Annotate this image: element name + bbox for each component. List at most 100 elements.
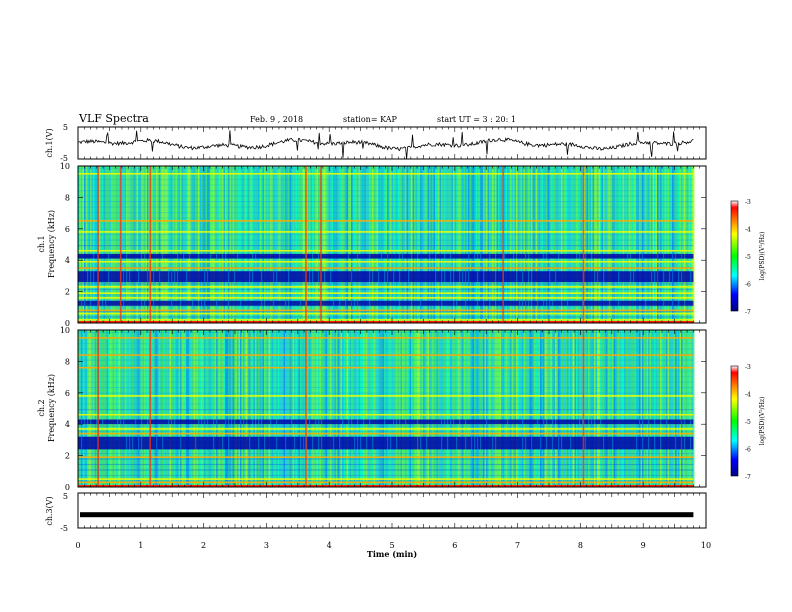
spectrogram-streak: [657, 271, 659, 283]
spectrogram-streak: [444, 271, 446, 283]
spectrogram-streak: [435, 271, 437, 283]
spectrogram-streak: [240, 419, 242, 425]
spectrogram-streak: [249, 330, 251, 487]
colorbar-tick-label: -7: [745, 309, 751, 316]
spectrogram-streak: [693, 419, 695, 425]
spectrogram-streak: [462, 166, 464, 323]
spectrogram-streak: [100, 166, 103, 323]
spectrogram-streak: [316, 166, 319, 323]
spectrogram-streak: [366, 166, 368, 323]
spectrogram-streak: [390, 436, 392, 450]
spectrogram-streak: [364, 330, 367, 487]
spectrogram-streak: [108, 253, 110, 259]
spectrogram-streak: [135, 419, 137, 425]
spectrogram-row: [78, 184, 694, 186]
spectrogram-streak: [246, 419, 248, 425]
spectrogram-streak: [520, 330, 523, 487]
spectrogram-streak: [222, 253, 224, 259]
spectrogram-streak: [474, 330, 476, 487]
spectrogram-streak: [693, 301, 695, 306]
spectrogram-bright-line: [78, 456, 694, 458]
spectrogram-streak: [631, 330, 634, 487]
spectrogram-streak: [591, 330, 593, 487]
spectrogram-streak: [184, 166, 187, 323]
spectrogram-streak: [517, 166, 520, 323]
spectrogram-streak: [241, 330, 244, 487]
spectrogram-streak: [427, 330, 430, 487]
spectrogram-streak: [321, 419, 323, 425]
spectrogram-streak: [186, 330, 188, 487]
spectrogram-streak: [352, 330, 355, 487]
spectrogram-streak: [429, 166, 431, 323]
spectrogram-streak: [478, 330, 481, 487]
spectrogram-streak: [168, 419, 170, 425]
spectrogram-streak: [508, 166, 511, 323]
spectrogram-streak: [549, 166, 551, 323]
spectrogram-streak: [330, 166, 332, 323]
spectrogram-streak: [267, 166, 269, 323]
x-tick-label: 8: [578, 541, 583, 550]
spectrogram-streak: [252, 253, 254, 259]
spectrogram-streak: [349, 166, 352, 323]
colorbar-tick-label: -3: [745, 199, 751, 206]
colorbar-tick-label: -6: [745, 282, 751, 289]
spectrogram-streak: [85, 166, 88, 323]
spectrogram-streak: [555, 330, 557, 487]
spectrogram-streak: [411, 166, 413, 323]
spectrogram-streak: [522, 419, 524, 425]
spectrogram-streak: [258, 436, 260, 450]
spectrogram-streak: [469, 166, 472, 323]
spectrogram-streak: [444, 419, 446, 425]
spectrogram-streak: [516, 253, 518, 259]
spectrogram-streak: [637, 330, 640, 487]
spectrogram-streak: [207, 271, 209, 283]
spectrogram-streak: [336, 330, 338, 487]
spectrogram-streak: [649, 166, 652, 323]
spectrogram-streak: [444, 166, 446, 323]
spectrogram-streak: [288, 271, 290, 283]
spectrogram-streak: [280, 330, 283, 487]
spectrogram-streak: [636, 330, 638, 487]
spectrogram-streak: [153, 271, 155, 283]
spectrogram-streak: [108, 330, 110, 487]
spectrogram-streak: [345, 301, 347, 306]
spectrogram-streak: [384, 330, 386, 487]
spectrogram-streak: [310, 166, 313, 323]
spectrogram-streak: [522, 166, 524, 323]
spectrogram-streak: [462, 330, 464, 487]
spectrogram-streak: [588, 419, 590, 425]
spectrogram-streak: [526, 330, 529, 487]
spectrogram-streak: [271, 166, 274, 323]
spectrogram-streak: [106, 166, 109, 323]
spectrogram-streak: [408, 166, 410, 323]
spectrogram-streak: [390, 330, 392, 487]
spectrogram-streak: [646, 330, 649, 487]
spectrogram-streak: [675, 436, 677, 450]
spectrogram-streak: [183, 253, 185, 259]
spectrogram-streak: [625, 166, 628, 323]
spectrogram-streak: [397, 166, 400, 323]
spectrogram-streak: [561, 166, 563, 323]
spectrogram-streak: [126, 253, 128, 259]
spectrogram-streak: [465, 301, 467, 306]
spectrogram-streak: [313, 330, 316, 487]
spectrogram-streak: [276, 166, 278, 323]
spectrogram-streak: [447, 436, 449, 450]
spectrogram-streak: [160, 166, 163, 323]
spectrogram-row: [78, 458, 694, 460]
spectrogram-streak: [219, 330, 221, 487]
spectrogram-streak: [465, 166, 467, 323]
y-tick-label: 6: [65, 389, 70, 398]
spectrogram-streak: [636, 166, 638, 323]
spectrogram-streak: [195, 436, 197, 450]
spectrogram-streak: [553, 166, 556, 323]
spectrogram-streak: [457, 166, 460, 323]
spectrogram-streak: [627, 253, 629, 259]
spectrogram-bright-line: [78, 292, 694, 294]
spectrogram-streak: [235, 166, 238, 323]
spectrogram-streak: [153, 301, 155, 306]
spectrogram-row: [78, 332, 694, 334]
spectrogram-streak: [630, 166, 632, 323]
spectrogram-streak: [174, 419, 176, 425]
spectrogram-streak: [622, 330, 625, 487]
